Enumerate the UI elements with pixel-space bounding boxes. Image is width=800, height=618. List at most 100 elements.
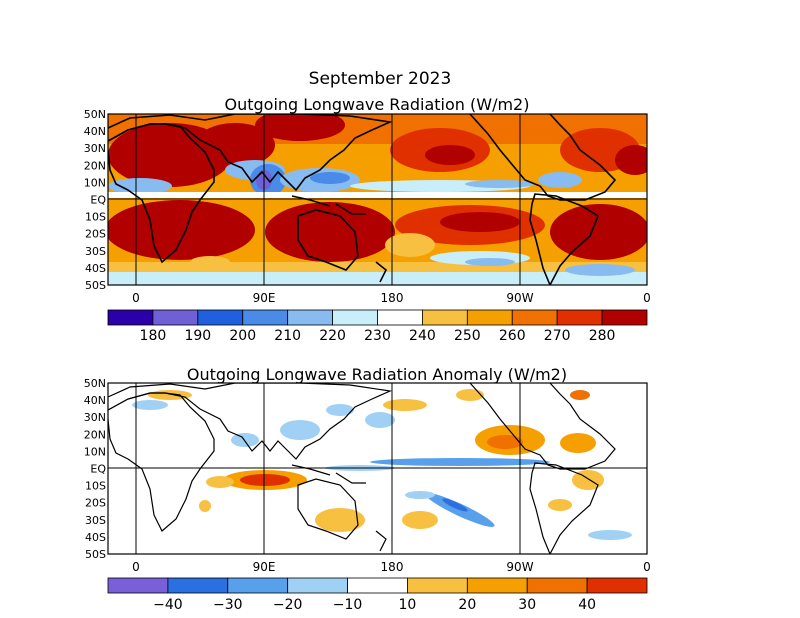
colorbar-tick-label: 10: [399, 597, 417, 613]
olr-eurasia-outline: [108, 114, 393, 192]
olr-new-zealand-outline: [375, 261, 388, 283]
latitude-label: 20S: [85, 497, 106, 510]
latitude-label: 50N: [84, 377, 106, 390]
latitude-label: 10N: [84, 445, 106, 458]
colorbar-swatch: [107, 577, 169, 594]
latitude-label: 10N: [84, 176, 106, 189]
longitude-label: 0: [643, 291, 651, 305]
olr-map-frame: [107, 113, 648, 286]
latitude-label: 40S: [85, 262, 106, 275]
anomaly-new-zealand-outline: [375, 530, 387, 552]
anomaly-south-america-outline: [529, 462, 599, 554]
colorbar-tick-label: −20: [273, 597, 303, 613]
olr-australia-outline: [297, 209, 359, 271]
anomaly-gridlines: [108, 383, 647, 554]
colorbar-tick-label: 220: [319, 328, 346, 344]
anomaly-indonesia-outline: [291, 464, 366, 484]
latitude-label: 50S: [85, 548, 106, 561]
longitude-label: 180: [381, 560, 404, 574]
anomaly-coastlines: [108, 383, 616, 554]
colorbar-tick-label: 230: [364, 328, 391, 344]
longitude-label: 90W: [506, 291, 533, 305]
olr-coastlines: [108, 114, 617, 285]
longitude-label: 0: [643, 560, 651, 574]
latitude-label: 30N: [84, 142, 106, 155]
longitude-label: 0: [132, 560, 140, 574]
olr-north-america-outline: [469, 114, 617, 201]
colorbar-swatch: [332, 309, 378, 326]
olr-map-title: Outgoing Longwave Radiation (W/m2): [225, 95, 530, 114]
longitude-label: 180: [381, 291, 404, 305]
colorbar-swatch: [556, 309, 603, 326]
olr-gridlines: [108, 114, 647, 285]
colorbar-swatch: [377, 309, 423, 326]
colorbar-swatch: [287, 309, 333, 326]
longitude-label: 90E: [253, 560, 276, 574]
colorbar-tick-label: −30: [213, 597, 243, 613]
anomaly-panel: Outgoing Longwave Radiation Anomaly (W/m…: [84, 365, 651, 613]
colorbar-swatch: [466, 577, 528, 594]
colorbar-swatch: [107, 309, 154, 326]
latitude-label: 50S: [85, 279, 106, 292]
olr-colorbar: 180 190 200 210 220 230 240 250 260 270 280: [107, 309, 648, 344]
olr-panel: Outgoing Longwave Radiation (W/m2): [84, 95, 651, 344]
latitude-label: 20N: [84, 428, 106, 441]
latitude-label: EQ: [90, 194, 106, 207]
latitude-label: 10S: [85, 211, 106, 224]
longitude-label: 90E: [253, 291, 276, 305]
latitude-label: 30S: [85, 514, 106, 527]
colorbar-swatch: [287, 577, 348, 594]
colorbar-tick-label: −10: [333, 597, 363, 613]
colorbar-swatch: [347, 577, 408, 594]
colorbar-tick-label: 180: [140, 328, 167, 344]
colorbar-swatch: [152, 309, 199, 326]
colorbar-tick-label: 40: [578, 597, 596, 613]
latitude-label: 50N: [84, 108, 106, 121]
latitude-label: 40N: [84, 125, 106, 138]
colorbar-swatch: [526, 577, 588, 594]
colorbar-swatch: [586, 577, 648, 594]
latitude-label: 30N: [84, 411, 106, 424]
anomaly-colorbar: −40 −30 −20 −10 10 20 30 40: [107, 577, 648, 613]
colorbar-swatch: [242, 309, 289, 326]
anomaly-map-title: Outgoing Longwave Radiation Anomaly (W/m…: [187, 365, 567, 384]
olr-longitude-axis: 0 90E 180 90W 0: [132, 291, 651, 305]
australia-positive-anomaly: [315, 508, 365, 532]
colorbar-swatch: [511, 309, 558, 326]
pacific-negative-anomaly: [370, 458, 550, 466]
colorbar-swatch: [167, 577, 229, 594]
southern-africa-high-olr: [108, 200, 255, 260]
longitude-label: 0: [132, 291, 140, 305]
africa-itcz: [108, 178, 172, 194]
anomaly-north-america-outline: [469, 383, 616, 470]
latitude-label: 20N: [84, 159, 106, 172]
anomaly-eurasia-outline: [108, 383, 393, 460]
colorbar-tick-label: 30: [518, 597, 536, 613]
figure-title: September 2023: [309, 69, 452, 89]
colorbar-swatch: [601, 309, 648, 326]
anomaly-longitude-axis: 0 90E 180 90W 0: [132, 560, 651, 574]
latitude-label: 40S: [85, 531, 106, 544]
colorbar-swatch: [227, 577, 289, 594]
latitude-label: EQ: [90, 463, 106, 476]
colorbar-tick-label: −40: [153, 597, 183, 613]
colorbar-swatch: [422, 309, 468, 326]
latitude-label: 20S: [85, 228, 106, 241]
latitude-label: 40N: [84, 394, 106, 407]
colorbar-tick-label: 280: [589, 328, 616, 344]
colorbar-tick-label: 210: [274, 328, 301, 344]
olr-latitude-axis: 50N 40N 30N 20N 10N EQ 10S 20S 30S 40S 5…: [84, 108, 107, 292]
olr-south-america-outline: [529, 193, 599, 285]
colorbar-tick-label: 270: [544, 328, 571, 344]
anomaly-map-frame: [107, 382, 648, 555]
olr-indonesia-outline: [291, 195, 366, 215]
colorbar-swatch: [197, 309, 244, 326]
colorbar-tick-label: 260: [499, 328, 526, 344]
colorbar-tick-label: 250: [454, 328, 481, 344]
longitude-label: 90W: [506, 560, 533, 574]
australia-high-olr: [265, 202, 395, 262]
latitude-label: 30S: [85, 245, 106, 258]
colorbar-tick-label: 20: [458, 597, 476, 613]
latitude-label: 10S: [85, 480, 106, 493]
